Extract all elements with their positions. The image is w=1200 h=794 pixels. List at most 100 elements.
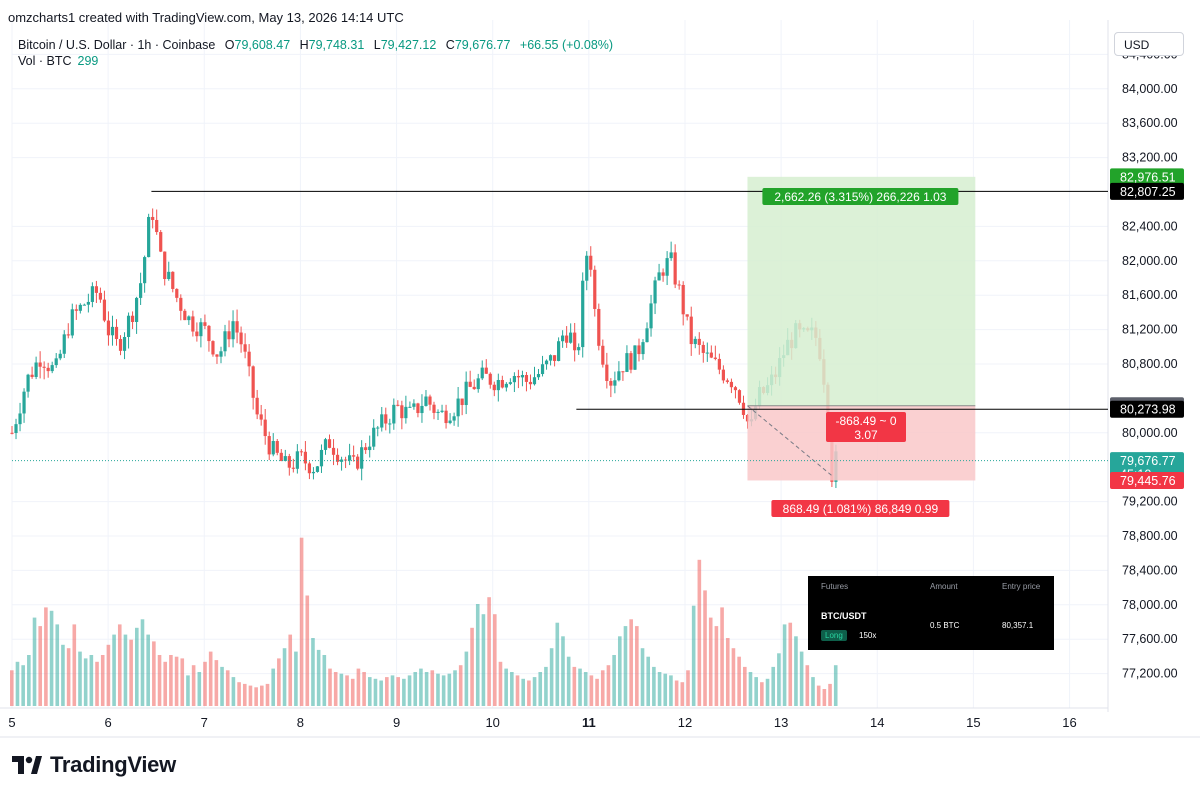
candle-body bbox=[709, 352, 713, 358]
x-tick-label: 6 bbox=[105, 715, 112, 730]
stop-price-tag-bg bbox=[1110, 471, 1184, 489]
volume-bar bbox=[157, 655, 162, 706]
volume-bar bbox=[436, 673, 440, 706]
brand-name: TradingView bbox=[50, 752, 176, 777]
candle-body bbox=[621, 371, 625, 373]
volume-bar bbox=[583, 672, 588, 706]
candle-body bbox=[199, 322, 203, 337]
volume-bar bbox=[566, 656, 571, 706]
candle-body bbox=[557, 341, 561, 361]
volume-bar bbox=[322, 655, 327, 706]
volume-bar bbox=[617, 636, 622, 706]
candle-body bbox=[677, 284, 681, 286]
candle-body bbox=[38, 362, 42, 367]
volume-bar bbox=[390, 675, 395, 706]
candle-body bbox=[729, 381, 734, 388]
volume-bar bbox=[669, 675, 673, 706]
stop-price-tag: 79,445.76 bbox=[1120, 474, 1176, 488]
candle-body bbox=[432, 404, 436, 413]
y-tick-label: 83,200.00 bbox=[1122, 151, 1178, 165]
volume-bar bbox=[419, 668, 423, 706]
y-tick-label: 81,200.00 bbox=[1122, 323, 1178, 337]
candle-body bbox=[207, 325, 211, 342]
volume-bar bbox=[731, 648, 736, 706]
volume-bar bbox=[674, 680, 679, 706]
volume-bar bbox=[146, 634, 150, 706]
volume-bar bbox=[186, 675, 190, 706]
volume-bar bbox=[277, 658, 281, 706]
candle-body bbox=[287, 456, 291, 468]
candle-body bbox=[581, 280, 585, 348]
candle-body bbox=[54, 358, 58, 366]
volume-bar bbox=[72, 624, 77, 706]
volume-bar bbox=[163, 661, 168, 706]
candle-body bbox=[70, 309, 74, 336]
candle-body bbox=[86, 301, 90, 305]
candle-body bbox=[512, 376, 516, 383]
y-tick-label: 81,600.00 bbox=[1122, 288, 1178, 302]
leverage: 150x bbox=[859, 631, 877, 640]
volume-bar bbox=[385, 677, 389, 706]
volume-bar bbox=[78, 651, 82, 706]
volume-bar bbox=[100, 655, 105, 706]
volume-bar bbox=[532, 677, 537, 706]
volume-bar bbox=[191, 665, 196, 706]
candle-body bbox=[737, 390, 742, 403]
candle-body bbox=[114, 326, 119, 340]
candle-body bbox=[380, 414, 384, 428]
volume-bar bbox=[49, 610, 54, 706]
volume-bar bbox=[254, 687, 258, 706]
candle-body bbox=[319, 449, 324, 467]
volume-bar bbox=[208, 651, 213, 706]
candle-body bbox=[641, 342, 645, 355]
volume-bar bbox=[260, 685, 264, 706]
volume-bar bbox=[299, 537, 304, 706]
candle-body bbox=[717, 358, 721, 370]
candle-body bbox=[62, 334, 66, 354]
volume-bar bbox=[350, 678, 355, 706]
volume-bar bbox=[833, 665, 838, 706]
candle-body bbox=[356, 456, 360, 469]
candle-body bbox=[291, 467, 295, 469]
ohlc-legend: Bitcoin / U.S. Dollar · 1h · Coinbase O7… bbox=[18, 38, 614, 52]
symbol-title[interactable]: Bitcoin / U.S. Dollar · 1h · Coinbase bbox=[18, 38, 216, 52]
y-tick-label: 78,000.00 bbox=[1122, 598, 1178, 612]
candle-body bbox=[159, 232, 163, 252]
y-tick-label: 77,200.00 bbox=[1122, 667, 1178, 681]
candle-body bbox=[364, 447, 368, 451]
candle-body bbox=[323, 439, 328, 450]
volume-bar bbox=[447, 673, 452, 706]
candle-body bbox=[243, 344, 247, 352]
volume-bar bbox=[782, 624, 787, 706]
volume-bar bbox=[225, 670, 230, 706]
candle-body bbox=[147, 216, 151, 258]
volume-bar bbox=[135, 627, 139, 706]
volume-bar bbox=[248, 685, 253, 706]
candle-body bbox=[416, 403, 420, 414]
candle-body bbox=[195, 331, 199, 337]
volume-bar bbox=[356, 668, 361, 706]
open-value: 79,608.47 bbox=[234, 38, 291, 52]
candle-body bbox=[561, 335, 565, 342]
volume-bar bbox=[44, 607, 48, 706]
y-tick-label: 77,600.00 bbox=[1122, 632, 1178, 646]
volume-bar bbox=[413, 672, 418, 706]
candle-body bbox=[175, 288, 179, 298]
candle-body bbox=[733, 387, 738, 391]
candle-body bbox=[239, 332, 243, 345]
volume-bar bbox=[10, 670, 14, 706]
candle-body bbox=[211, 341, 215, 355]
candle-body bbox=[685, 314, 689, 317]
target-price-tag: 82,976.51 bbox=[1120, 170, 1176, 184]
volume-bar bbox=[794, 636, 798, 706]
profit-zone bbox=[747, 176, 976, 406]
candle-body bbox=[155, 219, 159, 233]
candle-body bbox=[396, 404, 400, 406]
candle-body bbox=[247, 351, 251, 367]
candle-body bbox=[597, 308, 601, 346]
volume-bar bbox=[527, 680, 531, 706]
candle-body bbox=[327, 439, 332, 448]
volume-bar bbox=[180, 658, 185, 706]
currency-button[interactable]: USD bbox=[1114, 32, 1184, 56]
